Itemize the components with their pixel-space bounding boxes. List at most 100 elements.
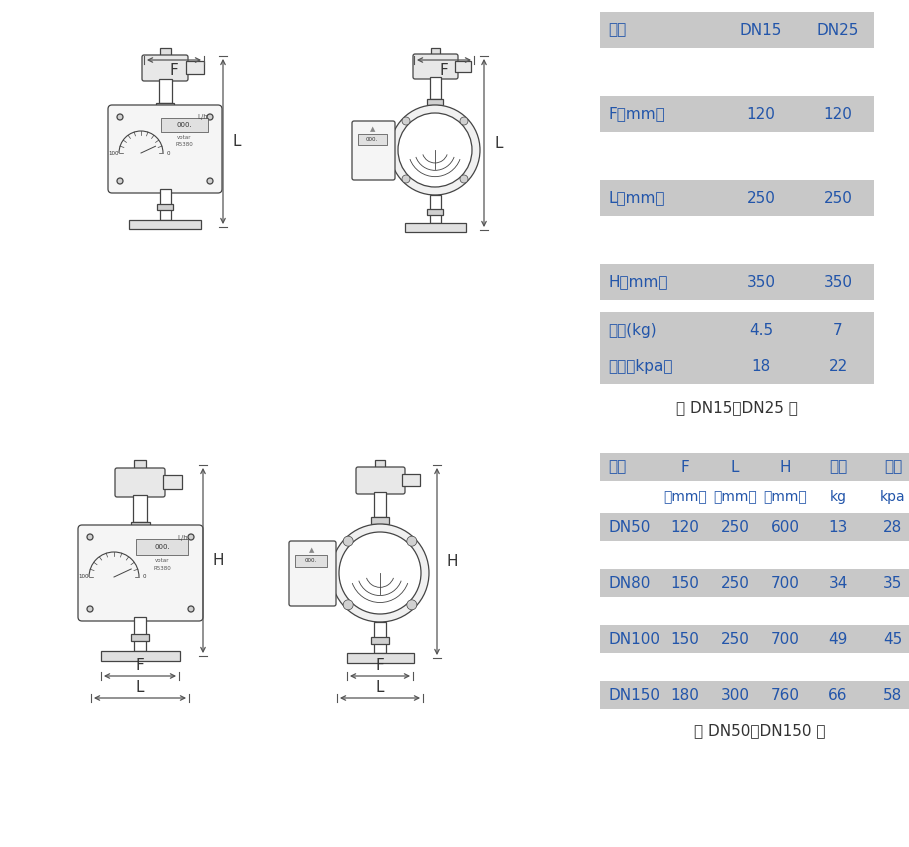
Circle shape bbox=[460, 175, 468, 183]
Text: 7: 7 bbox=[834, 323, 843, 337]
Bar bbox=[802, 264, 874, 300]
Bar bbox=[430, 77, 441, 99]
Bar bbox=[866, 513, 909, 541]
Text: 250: 250 bbox=[721, 632, 749, 646]
Bar bbox=[866, 569, 909, 597]
Text: L（mm）: L（mm） bbox=[608, 191, 664, 206]
Bar bbox=[430, 195, 441, 223]
Text: 压损: 压损 bbox=[884, 460, 902, 474]
Text: DN150: DN150 bbox=[608, 688, 660, 702]
Text: R5380: R5380 bbox=[175, 141, 193, 147]
Text: 150: 150 bbox=[671, 575, 699, 590]
Bar bbox=[358, 134, 387, 145]
Text: 28: 28 bbox=[884, 519, 903, 534]
Circle shape bbox=[390, 105, 480, 195]
Text: 700: 700 bbox=[771, 632, 799, 646]
Bar bbox=[371, 637, 389, 644]
Bar bbox=[160, 189, 171, 220]
Text: DN100: DN100 bbox=[608, 632, 660, 646]
Text: 000.: 000. bbox=[176, 122, 192, 128]
Text: 口径: 口径 bbox=[608, 460, 626, 474]
Bar bbox=[802, 12, 874, 48]
Bar bbox=[156, 103, 174, 109]
Text: ▲: ▲ bbox=[370, 126, 375, 132]
Bar bbox=[866, 625, 909, 653]
Bar bbox=[136, 539, 188, 555]
Bar bbox=[710, 625, 760, 653]
Bar bbox=[374, 622, 386, 653]
Text: DN50: DN50 bbox=[608, 519, 650, 534]
Circle shape bbox=[344, 600, 354, 610]
Circle shape bbox=[331, 524, 429, 622]
Bar bbox=[159, 79, 172, 103]
Text: 58: 58 bbox=[884, 688, 903, 702]
Bar bbox=[866, 453, 909, 481]
Text: 100: 100 bbox=[79, 574, 89, 579]
FancyBboxPatch shape bbox=[108, 105, 222, 193]
Bar bbox=[134, 460, 146, 470]
Bar bbox=[660, 625, 710, 653]
Bar bbox=[720, 348, 802, 384]
Text: 180: 180 bbox=[671, 688, 699, 702]
Text: 120: 120 bbox=[671, 519, 699, 534]
Bar bbox=[802, 348, 874, 384]
Bar bbox=[163, 475, 182, 489]
Bar bbox=[710, 453, 760, 481]
Bar bbox=[600, 312, 720, 348]
Text: 150: 150 bbox=[671, 632, 699, 646]
Bar bbox=[720, 12, 802, 48]
Circle shape bbox=[402, 175, 410, 183]
Bar bbox=[157, 204, 173, 210]
Bar bbox=[810, 513, 866, 541]
Bar bbox=[600, 180, 720, 216]
Bar bbox=[720, 180, 802, 216]
Bar bbox=[760, 625, 810, 653]
Circle shape bbox=[344, 536, 354, 546]
Circle shape bbox=[460, 117, 468, 125]
Text: 13: 13 bbox=[828, 519, 848, 534]
Bar bbox=[133, 495, 147, 522]
Text: ▲: ▲ bbox=[309, 547, 315, 553]
Bar bbox=[600, 96, 720, 132]
FancyBboxPatch shape bbox=[142, 55, 188, 81]
Text: 120: 120 bbox=[746, 107, 775, 121]
Bar bbox=[600, 264, 720, 300]
Bar bbox=[186, 61, 204, 74]
Circle shape bbox=[87, 606, 93, 612]
Bar bbox=[720, 96, 802, 132]
Bar bbox=[660, 513, 710, 541]
Circle shape bbox=[207, 114, 213, 120]
Bar bbox=[600, 12, 720, 48]
Text: F（mm）: F（mm） bbox=[608, 107, 664, 121]
Text: L: L bbox=[494, 136, 503, 151]
Bar bbox=[866, 681, 909, 709]
Text: 0: 0 bbox=[142, 574, 145, 579]
Text: F: F bbox=[375, 658, 385, 673]
Text: H: H bbox=[779, 460, 791, 474]
Bar bbox=[600, 513, 660, 541]
Text: 66: 66 bbox=[828, 688, 848, 702]
Bar bbox=[760, 569, 810, 597]
Text: 重量(kg): 重量(kg) bbox=[608, 323, 656, 337]
Text: 100: 100 bbox=[109, 151, 119, 156]
Text: L/h: L/h bbox=[177, 535, 188, 541]
Text: L: L bbox=[731, 460, 739, 474]
Bar bbox=[160, 48, 171, 57]
Bar bbox=[101, 651, 180, 661]
Text: 4.5: 4.5 bbox=[749, 323, 773, 337]
Bar bbox=[600, 348, 720, 384]
Bar bbox=[760, 681, 810, 709]
Text: votar: votar bbox=[176, 135, 191, 140]
Bar bbox=[295, 555, 327, 567]
Bar bbox=[402, 474, 420, 486]
FancyBboxPatch shape bbox=[352, 121, 395, 180]
Bar bbox=[427, 99, 443, 105]
Text: 22: 22 bbox=[828, 358, 847, 374]
Bar bbox=[660, 569, 710, 597]
Text: 250: 250 bbox=[824, 191, 853, 206]
Bar bbox=[760, 513, 810, 541]
Bar bbox=[374, 492, 386, 517]
Text: 45: 45 bbox=[884, 632, 903, 646]
Text: L: L bbox=[375, 680, 385, 695]
Text: L/h: L/h bbox=[198, 114, 208, 120]
